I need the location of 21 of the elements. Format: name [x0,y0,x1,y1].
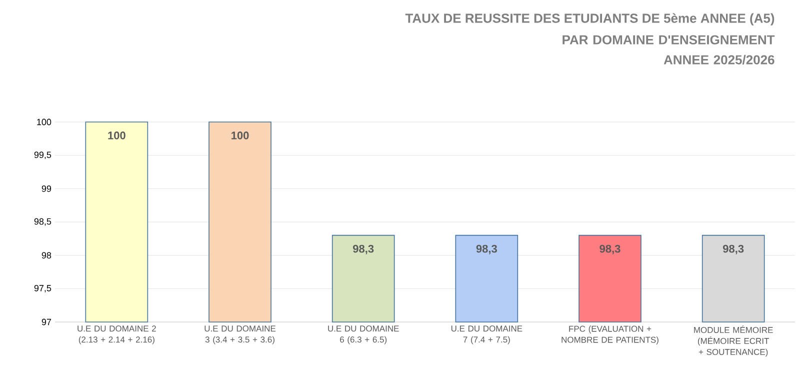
y-tick-label: 98,5 [34,218,52,226]
x-tick-label: U.E DU DOMAINE 7 (7.4 + 7.5) [451,326,522,344]
x-tick-label: FPC (EVALUATION + NOMBRE DE PATIENTS) [562,326,658,344]
y-tick-label: 99 [42,185,52,192]
y-tick-label: 100 [37,118,52,126]
y-tick-label: 99,5 [34,152,52,160]
x-tick-label: MODULE MÉMOIRE (MÉMOIRE ECRIT + SOUTENANCE) [694,326,773,357]
x-tick-label: U.E DU DOMAINE 6 (6.3 + 6.5) [328,326,399,344]
data-label: 100 [108,132,126,140]
x-tick-label: U.E DU DOMAINE 2 (2.13 + 2.14 + 2.16) [78,326,156,344]
y-tick-label: 97 [42,318,52,326]
chart-title: TAUX DE REUSSITE DES ETUDIANTS DE 5ème ANNEE (A5) [405,13,774,26]
y-tick-label: 97,5 [34,284,52,292]
data-label: 98,3 [353,244,374,254]
chart-subtitle: PAR DOMAINE D'ENSEIGNEMENT ANNEE 2025/2026 [562,35,775,65]
data-label: 98,3 [723,244,744,254]
x-tick-label: U.E DU DOMAINE 3 (3.4 + 3.5 + 3.6) [204,326,276,344]
data-label: 100 [232,132,249,140]
y-tick-label: 98 [42,252,52,259]
data-label: 98,3 [476,244,497,254]
data-label: 98,3 [600,244,620,254]
